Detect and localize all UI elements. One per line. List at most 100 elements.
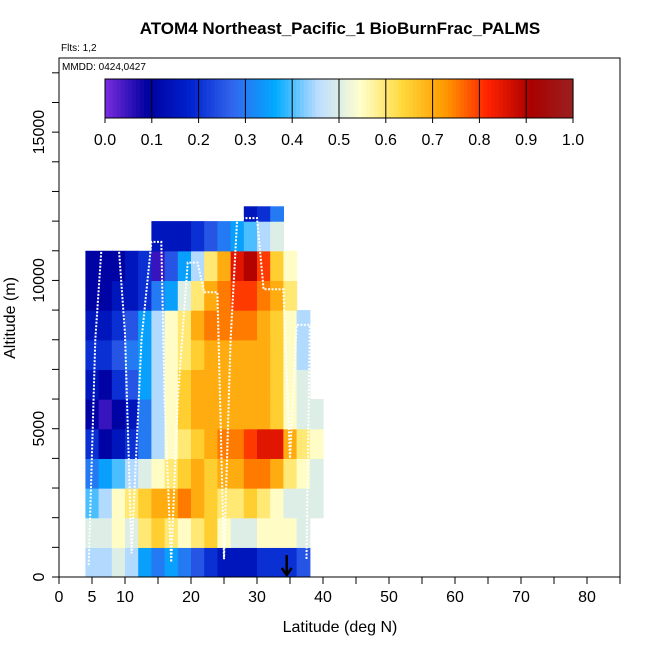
heatmap-cell <box>138 339 152 370</box>
heatmap-cell <box>151 369 166 400</box>
heatmap-cell <box>257 310 271 341</box>
colorbar-swatch <box>565 79 570 118</box>
y-tick-label: 15000 <box>31 110 48 155</box>
colorbar-swatch <box>471 79 477 118</box>
heatmap-cell <box>296 399 311 430</box>
heatmap-cell <box>98 310 113 341</box>
heatmap-cell <box>164 428 179 459</box>
heatmap-cell <box>243 517 258 548</box>
heatmap-cell <box>217 250 232 282</box>
colorbar-swatch <box>409 79 414 118</box>
heatmap-cell <box>98 369 113 400</box>
colorbar-swatch <box>561 79 566 118</box>
colorbar-swatch <box>557 79 562 118</box>
heatmap-cell <box>217 458 232 489</box>
colorbar-swatch <box>264 79 270 118</box>
heatmap-cell <box>230 517 245 548</box>
heatmap-cell <box>296 310 311 341</box>
heatmap-cell <box>125 310 139 341</box>
colorbar-swatch <box>190 79 196 118</box>
heatmap-cell <box>164 399 179 430</box>
heatmap-cell <box>151 221 166 252</box>
heatmap-cell <box>230 399 245 430</box>
heatmap-cell <box>309 428 324 459</box>
colorbar-tick-label: 1.0 <box>562 132 584 149</box>
heatmap-cell <box>151 488 166 519</box>
colorbar-swatch <box>303 79 309 118</box>
heatmap-cell <box>257 458 271 489</box>
heatmap-cell <box>243 369 258 400</box>
heatmap-cell <box>217 428 232 459</box>
heatmap-cell <box>204 369 218 400</box>
heatmap-cell <box>296 428 311 459</box>
heatmap-cell <box>177 369 192 400</box>
heatmap-cell <box>138 369 152 400</box>
colorbar-swatch <box>514 79 519 118</box>
colorbar-swatch <box>136 79 141 118</box>
y-tick-label: 10000 <box>31 258 48 303</box>
heatmap-cell <box>164 221 179 252</box>
heatmap-cell <box>191 547 205 577</box>
heatmap-cell <box>98 517 113 548</box>
heatmap-cell <box>204 310 218 341</box>
colorbar-swatch <box>210 79 215 118</box>
colorbar-swatch <box>522 79 527 118</box>
colorbar-swatch <box>370 79 375 118</box>
colorbar-swatch <box>206 79 211 118</box>
heatmap-cell <box>164 339 179 370</box>
colorbar-swatch <box>502 79 508 118</box>
colorbar-swatch <box>506 79 512 118</box>
heatmap-cell <box>177 310 192 341</box>
heatmap-cell <box>191 369 205 400</box>
heatmap-cell <box>217 310 232 341</box>
y-axis: 0 5000 10000 15000 <box>31 72 59 581</box>
colorbar-swatch <box>389 79 395 118</box>
colorbar-swatch <box>436 79 441 118</box>
colorbar-swatch <box>222 79 227 118</box>
heatmap-cells <box>85 206 324 577</box>
colorbar-swatch <box>358 79 363 118</box>
heatmap-cell <box>151 517 166 548</box>
colorbar-swatch <box>467 79 473 118</box>
colorbar-swatch <box>459 79 465 118</box>
heatmap-cell <box>270 547 284 577</box>
colorbar-swatch <box>479 79 484 118</box>
heatmap-cell <box>243 206 258 222</box>
colorbar-swatch <box>105 79 110 118</box>
heatmap-cell <box>151 458 166 489</box>
colorbar-swatch <box>245 79 250 118</box>
colorbar-swatch <box>397 79 402 118</box>
colorbar-swatch <box>413 79 418 118</box>
heatmap-cell <box>257 339 271 370</box>
heatmap-cell <box>151 399 166 430</box>
x-tick-label: 80 <box>578 589 596 606</box>
colorbar-swatch <box>175 79 180 118</box>
heatmap-cell <box>204 250 218 282</box>
heatmap-cell <box>309 458 324 489</box>
colorbar-swatch <box>339 79 344 118</box>
heatmap-cell <box>164 280 179 311</box>
colorbar-tick-label: 0.6 <box>375 132 397 149</box>
x-axis: 0 5 10 20 30 40 50 60 70 80 <box>55 577 621 606</box>
colorbar-swatch <box>452 79 457 118</box>
colorbar-swatch <box>241 79 246 118</box>
heatmap-cell <box>270 280 284 311</box>
heatmap-cell <box>138 399 152 430</box>
colorbar-swatch <box>323 79 328 118</box>
heatmap-cell <box>191 517 205 548</box>
heatmap-cell <box>151 428 166 459</box>
heatmap-cell <box>177 547 192 577</box>
colorbar-swatch <box>155 79 161 118</box>
x-tick-label: 30 <box>248 589 266 606</box>
y-axis-label: Altitude (m) <box>2 277 19 359</box>
heatmap-cell <box>243 399 258 430</box>
colorbar-swatch <box>202 79 207 118</box>
heatmap-cell <box>98 428 113 459</box>
heatmap-cell <box>191 458 205 489</box>
heatmap-cell <box>243 458 258 489</box>
heatmap-cell <box>257 399 271 430</box>
dates-label: MMDD: 0424,0427 <box>62 62 146 73</box>
heatmap-cell <box>191 399 205 430</box>
heatmap-cell <box>230 428 245 459</box>
colorbar-swatch <box>456 79 461 118</box>
